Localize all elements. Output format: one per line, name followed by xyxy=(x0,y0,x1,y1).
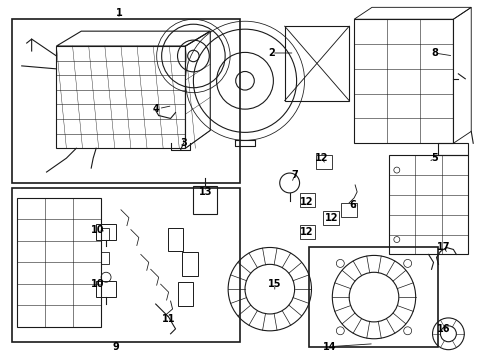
Bar xyxy=(354,19,453,143)
Text: 15: 15 xyxy=(268,279,282,289)
Text: 12: 12 xyxy=(300,197,313,207)
Bar xyxy=(389,155,468,255)
Bar xyxy=(341,203,357,217)
Bar xyxy=(101,252,109,264)
Text: 10: 10 xyxy=(92,279,105,289)
Bar xyxy=(439,143,468,155)
Bar xyxy=(194,186,217,214)
Bar xyxy=(317,155,332,169)
Bar xyxy=(12,19,240,183)
Bar xyxy=(17,198,101,327)
Text: 12: 12 xyxy=(300,226,313,237)
Text: 14: 14 xyxy=(322,342,336,352)
Bar xyxy=(299,193,316,207)
Bar xyxy=(299,225,316,239)
Text: 9: 9 xyxy=(113,342,120,352)
Text: 4: 4 xyxy=(152,104,159,113)
Text: 16: 16 xyxy=(437,324,450,334)
Text: 1: 1 xyxy=(116,8,122,18)
Text: 7: 7 xyxy=(291,170,298,180)
Bar xyxy=(101,228,109,239)
Text: 2: 2 xyxy=(269,48,275,58)
Text: 10: 10 xyxy=(92,225,105,235)
Text: 13: 13 xyxy=(198,187,212,197)
Text: 5: 5 xyxy=(431,153,438,163)
Bar xyxy=(168,228,183,251)
Bar xyxy=(285,26,349,100)
Text: 3: 3 xyxy=(180,138,187,148)
Text: 6: 6 xyxy=(350,200,357,210)
Bar xyxy=(177,282,194,306)
Bar xyxy=(96,281,116,297)
Text: 8: 8 xyxy=(431,48,438,58)
Bar xyxy=(96,224,116,239)
Text: 12: 12 xyxy=(315,153,328,163)
Text: 11: 11 xyxy=(162,314,175,324)
Bar xyxy=(182,252,198,276)
Bar xyxy=(323,211,339,225)
Bar xyxy=(310,247,439,347)
Text: 12: 12 xyxy=(324,213,338,223)
Bar xyxy=(12,188,240,342)
Text: 17: 17 xyxy=(437,243,450,252)
